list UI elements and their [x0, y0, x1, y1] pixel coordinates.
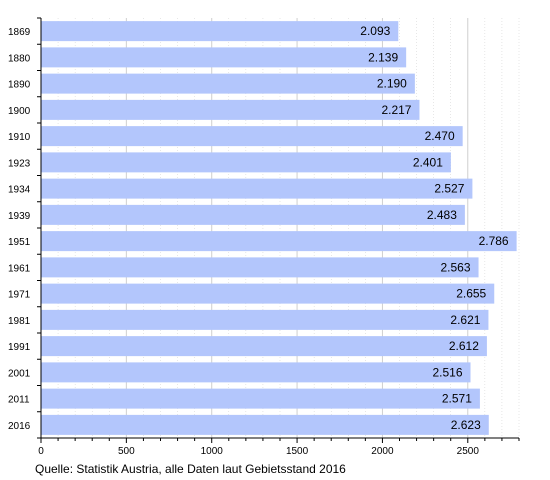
bar	[41, 283, 495, 304]
data-label: 2.655	[456, 287, 486, 301]
y-tick-label: 1939	[8, 211, 31, 222]
data-label: 2.483	[427, 208, 457, 222]
y-tick-label: 1869	[8, 27, 31, 38]
y-tick-label: 1923	[8, 158, 31, 169]
y-tick-label: 1890	[8, 80, 31, 91]
data-label: 2.621	[450, 313, 480, 327]
y-tick-label: 1880	[8, 53, 31, 64]
bar	[41, 362, 471, 383]
x-tick-label: 2000	[371, 446, 394, 457]
bar	[41, 231, 517, 252]
y-tick-label: 1961	[8, 263, 31, 274]
data-label: 2.093	[360, 24, 390, 38]
bar	[41, 257, 479, 278]
bar	[41, 99, 420, 120]
bar	[41, 47, 407, 68]
data-label: 2.190	[377, 77, 407, 91]
bar	[41, 336, 487, 357]
data-label: 2.401	[413, 155, 443, 169]
y-tick-label: 2011	[8, 395, 30, 406]
data-label: 2.470	[425, 129, 455, 143]
bar	[41, 178, 473, 199]
x-tick-label: 0	[38, 446, 44, 457]
x-tick-label: 2500	[457, 446, 480, 457]
y-tick-label: 1971	[8, 290, 31, 301]
data-label: 2.612	[449, 339, 479, 353]
data-label: 2.623	[451, 418, 481, 432]
bar	[41, 126, 463, 147]
x-tick-label: 1500	[286, 446, 309, 457]
source-note: Quelle: Statistik Austria, alle Daten la…	[35, 462, 346, 476]
y-tick-label: 1951	[8, 237, 31, 248]
y-tick-label: 2016	[8, 421, 31, 432]
y-tick-label: 1991	[8, 342, 31, 353]
y-tick-label: 1934	[8, 185, 31, 196]
bar	[41, 21, 399, 42]
data-label: 2.527	[434, 182, 464, 196]
data-label: 2.217	[381, 103, 411, 117]
y-tick-label: 1900	[8, 106, 31, 117]
data-label: 2.786	[479, 234, 509, 248]
bar	[41, 388, 480, 409]
bar	[41, 152, 451, 173]
bar	[41, 204, 465, 225]
y-tick-label: 2001	[8, 368, 31, 379]
data-label: 2.563	[441, 260, 471, 274]
data-label: 2.516	[432, 365, 462, 379]
data-label: 2.139	[368, 50, 398, 64]
bar	[41, 309, 489, 330]
y-tick-label: 1910	[8, 132, 31, 143]
bar	[41, 73, 415, 94]
x-tick-label: 500	[118, 446, 135, 457]
x-tick-label: 1000	[201, 446, 224, 457]
bar	[41, 414, 489, 435]
y-tick-label: 1981	[8, 316, 31, 327]
data-label: 2.571	[442, 392, 472, 406]
